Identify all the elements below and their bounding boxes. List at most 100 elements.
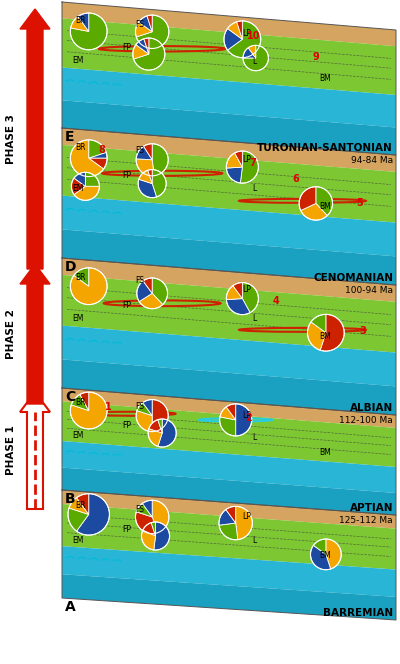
Text: E: E bbox=[65, 130, 74, 144]
Text: PHASE 3: PHASE 3 bbox=[6, 114, 16, 164]
Wedge shape bbox=[74, 268, 89, 286]
Wedge shape bbox=[139, 170, 152, 184]
Wedge shape bbox=[149, 420, 162, 433]
Wedge shape bbox=[243, 48, 256, 58]
Polygon shape bbox=[62, 68, 396, 127]
Wedge shape bbox=[136, 512, 158, 534]
Text: 6: 6 bbox=[292, 174, 299, 184]
Polygon shape bbox=[62, 441, 396, 493]
Text: CENOMANIAN: CENOMANIAN bbox=[313, 273, 393, 283]
Text: BM: BM bbox=[319, 74, 331, 84]
Text: L: L bbox=[252, 56, 257, 66]
Wedge shape bbox=[237, 21, 242, 39]
Wedge shape bbox=[248, 45, 256, 58]
Wedge shape bbox=[143, 278, 152, 293]
Wedge shape bbox=[147, 15, 152, 32]
Wedge shape bbox=[137, 281, 152, 301]
Wedge shape bbox=[226, 286, 242, 299]
Text: FP: FP bbox=[122, 301, 131, 309]
Wedge shape bbox=[301, 203, 327, 220]
Wedge shape bbox=[89, 158, 107, 169]
Text: TURONIAN-SANTONIAN: TURONIAN-SANTONIAN bbox=[257, 143, 393, 153]
Polygon shape bbox=[62, 467, 396, 515]
Wedge shape bbox=[136, 39, 149, 54]
Wedge shape bbox=[71, 394, 89, 410]
Wedge shape bbox=[138, 179, 156, 198]
Text: PHASE 2: PHASE 2 bbox=[6, 309, 16, 359]
Text: 9: 9 bbox=[312, 52, 319, 62]
Wedge shape bbox=[228, 22, 242, 39]
Text: ALBIAN: ALBIAN bbox=[350, 403, 393, 413]
Text: FS: FS bbox=[136, 276, 144, 286]
Wedge shape bbox=[134, 38, 165, 70]
Wedge shape bbox=[233, 283, 242, 299]
Wedge shape bbox=[137, 402, 152, 416]
Polygon shape bbox=[62, 401, 396, 467]
Polygon shape bbox=[62, 325, 396, 386]
Wedge shape bbox=[226, 153, 242, 168]
Wedge shape bbox=[70, 268, 107, 305]
Text: BM: BM bbox=[319, 332, 331, 341]
Wedge shape bbox=[158, 419, 162, 433]
Wedge shape bbox=[143, 523, 156, 536]
Wedge shape bbox=[76, 494, 89, 515]
Text: 3: 3 bbox=[359, 325, 366, 335]
Text: L: L bbox=[252, 313, 257, 323]
Polygon shape bbox=[62, 19, 396, 95]
Wedge shape bbox=[326, 539, 341, 569]
Wedge shape bbox=[136, 146, 152, 160]
Wedge shape bbox=[152, 144, 168, 176]
Wedge shape bbox=[76, 494, 110, 535]
Wedge shape bbox=[136, 15, 169, 48]
Text: 7: 7 bbox=[249, 158, 256, 168]
Text: EM: EM bbox=[72, 314, 83, 323]
Text: LP: LP bbox=[242, 513, 251, 521]
Wedge shape bbox=[152, 169, 166, 197]
Wedge shape bbox=[220, 407, 236, 420]
Wedge shape bbox=[219, 523, 238, 540]
Wedge shape bbox=[226, 167, 242, 183]
Text: 8: 8 bbox=[99, 145, 106, 155]
Text: BM: BM bbox=[319, 551, 331, 560]
Wedge shape bbox=[148, 429, 162, 446]
Text: BR: BR bbox=[75, 501, 86, 510]
Wedge shape bbox=[144, 38, 149, 54]
Text: EM: EM bbox=[72, 431, 83, 440]
Text: APTIAN: APTIAN bbox=[350, 503, 393, 513]
Polygon shape bbox=[62, 258, 396, 302]
Text: L: L bbox=[252, 433, 257, 442]
Wedge shape bbox=[243, 45, 268, 70]
Wedge shape bbox=[148, 169, 152, 184]
Polygon shape bbox=[62, 2, 396, 46]
Text: FP: FP bbox=[122, 421, 131, 430]
Wedge shape bbox=[136, 159, 154, 176]
Polygon shape bbox=[62, 359, 396, 415]
Text: FP: FP bbox=[122, 43, 131, 52]
Polygon shape bbox=[62, 388, 396, 428]
Polygon shape bbox=[62, 275, 396, 353]
Text: 10: 10 bbox=[247, 31, 261, 41]
Wedge shape bbox=[139, 16, 152, 32]
Text: 125-112 Ma: 125-112 Ma bbox=[339, 516, 393, 525]
Wedge shape bbox=[224, 29, 242, 50]
Wedge shape bbox=[158, 419, 176, 447]
Text: FS: FS bbox=[136, 402, 144, 411]
Wedge shape bbox=[240, 151, 258, 183]
Text: A: A bbox=[65, 600, 76, 614]
Text: BR: BR bbox=[75, 16, 86, 25]
Text: D: D bbox=[65, 260, 76, 274]
Wedge shape bbox=[68, 508, 89, 531]
Wedge shape bbox=[143, 400, 152, 416]
Text: LP: LP bbox=[242, 410, 251, 420]
Wedge shape bbox=[316, 187, 332, 216]
Wedge shape bbox=[226, 507, 236, 523]
Text: LP: LP bbox=[242, 285, 251, 294]
Wedge shape bbox=[80, 392, 89, 410]
Wedge shape bbox=[139, 293, 163, 309]
Text: FS: FS bbox=[136, 505, 144, 513]
Polygon shape bbox=[62, 504, 396, 570]
Wedge shape bbox=[154, 522, 170, 550]
Wedge shape bbox=[236, 507, 252, 540]
Wedge shape bbox=[226, 299, 250, 315]
Polygon shape bbox=[62, 574, 396, 620]
